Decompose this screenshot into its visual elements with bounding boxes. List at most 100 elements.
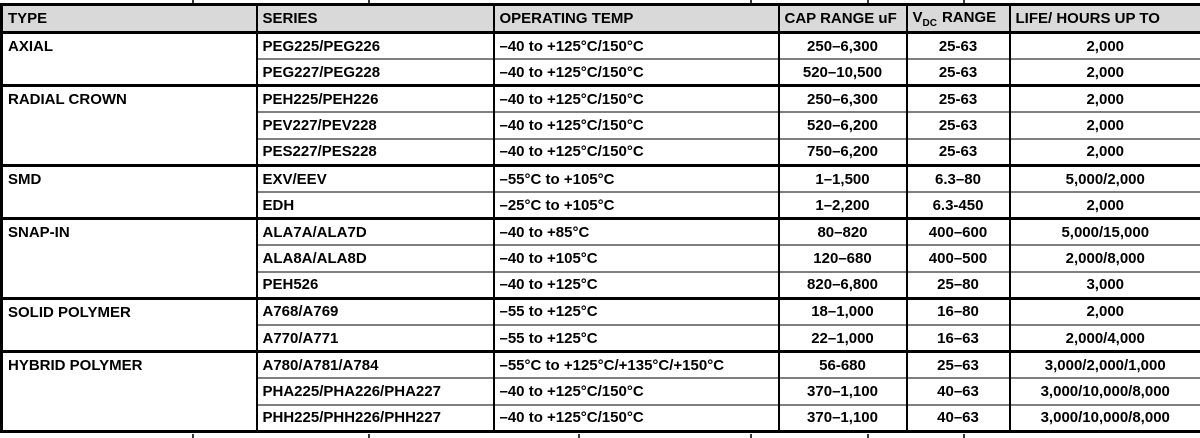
series-cell: PES227/PES228 (255, 137, 494, 166)
cap-cell: 22–1,000 (777, 324, 907, 352)
vdc-range-word: RANGE (941, 8, 997, 26)
table-row: SNAP-IN ALA7A/ALA7D –40 to +85°C 80–820 … (0, 217, 1200, 299)
life-cell: 3,000/2,000/1,000 (1008, 350, 1200, 379)
header-row: TYPE SERIES OPERATING TEMP CAP RANGE uF … (0, 3, 1200, 34)
vdc-subscript: DC (922, 17, 937, 29)
vdc-cell: 6.3-450 (905, 191, 1010, 219)
vdc-cell: 16–63 (905, 324, 1010, 352)
table-row: EDH –25°C to +105°C 1–2,200 6.3-450 2,00… (2, 191, 1200, 219)
crop-artifact-line (368, 434, 370, 438)
type-cell: HYBRID POLYMER (0, 350, 257, 432)
life-cell: 3,000/10,000/8,000 (1008, 377, 1200, 405)
life-cell: 2,000/8,000 (1008, 244, 1200, 272)
cap-cell: 370–1,100 (777, 403, 907, 432)
series-cell: EXV/EEV (255, 163, 494, 193)
crop-artifact-line (368, 0, 370, 4)
temp-cell: –40 to +105°C (492, 244, 779, 272)
crop-artifact-line (963, 434, 965, 438)
series-cell: PEH225/PEH226 (255, 84, 494, 113)
vdc-cell: 16–80 (905, 296, 1010, 326)
temp-cell: –40 to +125°C/150°C (492, 84, 779, 113)
temp-cell: –55°C to +125°C/+135°C/+150°C (492, 350, 779, 379)
table-row: AXIAL PEG225/PEG226 –40 to +125°C/150°C … (0, 30, 1200, 86)
table-row: PEG227/PEG228 –40 to +125°C/150°C 520–10… (2, 58, 1200, 86)
series-cell: PEG227/PEG228 (255, 58, 494, 86)
cap-cell: 370–1,100 (777, 377, 907, 405)
vdc-cell: 25-63 (905, 84, 1010, 113)
life-cell: 2,000 (1008, 111, 1200, 139)
crop-artifact-line (867, 0, 869, 4)
cap-cell: 80–820 (777, 217, 907, 246)
life-cell: 5,000/15,000 (1008, 217, 1200, 246)
cap-cell: 120–680 (777, 244, 907, 272)
life-cell: 3,000 (1008, 270, 1200, 299)
life-cell: 3,000/10,000/8,000 (1008, 403, 1200, 432)
table-row: HYBRID POLYMER A780/A781/A784 –55°C to +… (0, 350, 1200, 432)
series-cell: A770/A771 (255, 324, 494, 352)
life-cell: 2,000/4,000 (1008, 324, 1200, 352)
table-row: A770/A771 –55 to +125°C 22–1,000 16–63 2… (2, 324, 1200, 352)
life-cell: 2,000 (1008, 84, 1200, 113)
series-cell: PHH225/PHH226/PHH227 (255, 403, 494, 432)
series-cell: A768/A769 (255, 296, 494, 326)
life-cell: 2,000 (1008, 31, 1200, 60)
series-cell: ALA8A/ALA8D (255, 244, 494, 272)
table-row: PES227/PES228 –40 to +125°C/150°C 750–6,… (2, 137, 1200, 166)
temp-cell: –40 to +125°C/150°C (492, 403, 779, 432)
vdc-cell: 400–500 (905, 244, 1010, 272)
cap-cell: 250–6,300 (777, 31, 907, 60)
series-cell: ALA7A/ALA7D (255, 217, 494, 246)
temp-cell: –40 to +125°C/150°C (492, 377, 779, 405)
crop-artifact-line (578, 434, 580, 438)
series-cell: PEH526 (255, 270, 494, 299)
type-cell: SNAP-IN (0, 217, 257, 299)
vdc-cell: 25-63 (905, 111, 1010, 139)
series-cell: A780/A781/A784 (255, 350, 494, 379)
cap-cell: 1–1,500 (777, 163, 907, 193)
series-cell: PEV227/PEV228 (255, 111, 494, 139)
type-cell: SOLID POLYMER (0, 296, 257, 352)
table-row: SOLID POLYMER A768/A769 –55 to +125°C 18… (0, 296, 1200, 352)
col-header-operating-temp: OPERATING TEMP (492, 3, 779, 34)
crop-artifact-line (750, 0, 752, 4)
vdc-cell: 40–63 (905, 403, 1010, 432)
table-row: SMD EXV/EEV –55°C to +105°C 1–1,500 6.3–… (0, 163, 1200, 219)
temp-cell: –55 to +125°C (492, 296, 779, 326)
temp-cell: –40 to +125°C/150°C (492, 111, 779, 139)
cap-cell: 520–10,500 (777, 58, 907, 86)
temp-cell: –40 to +125°C/150°C (492, 137, 779, 166)
crop-artifact-line (750, 434, 752, 438)
vdc-symbol: V (912, 8, 923, 26)
temp-cell: –55 to +125°C (492, 324, 779, 352)
table-row: PEH526 –40 to +125°C 820–6,800 25–80 3,0… (2, 270, 1200, 299)
type-cell: SMD (0, 163, 257, 219)
life-cell: 2,000 (1008, 137, 1200, 166)
crop-artifact-line (192, 434, 194, 438)
series-cell: PEG225/PEG226 (255, 31, 494, 60)
col-header-life: LIFE/ HOURS UP TO (1008, 3, 1200, 34)
table-row: PHA225/PHA226/PHA227 –40 to +125°C/150°C… (2, 377, 1200, 405)
vdc-cell: 6.3–80 (905, 163, 1010, 193)
temp-cell: –40 to +125°C/150°C (492, 31, 779, 60)
vdc-cell: 25-63 (905, 58, 1010, 86)
crop-artifact-line (867, 434, 869, 438)
vdc-cell: 25–63 (905, 350, 1010, 379)
cap-cell: 750–6,200 (777, 137, 907, 166)
col-header-type: TYPE (0, 3, 257, 34)
table-row: PEV227/PEV228 –40 to +125°C/150°C 520–6,… (2, 111, 1200, 139)
col-header-series: SERIES (255, 3, 494, 34)
temp-cell: –25°C to +105°C (492, 191, 779, 219)
cap-cell: 820–6,800 (777, 270, 907, 299)
col-header-vdc-range: VDC RANGE (905, 3, 1010, 34)
crop-artifact-line (192, 0, 194, 4)
crop-artifact-line (963, 0, 965, 4)
vdc-cell: 25–80 (905, 270, 1010, 299)
series-cell: EDH (255, 191, 494, 219)
temp-cell: –40 to +125°C (492, 270, 779, 299)
life-cell: 2,000 (1008, 58, 1200, 86)
life-cell: 5,000/2,000 (1008, 163, 1200, 193)
temp-cell: –40 to +125°C/150°C (492, 58, 779, 86)
table-row: RADIAL CROWN PEH225/PEH226 –40 to +125°C… (0, 84, 1200, 166)
cap-cell: 250–6,300 (777, 84, 907, 113)
col-header-cap-range: CAP RANGE uF (777, 3, 907, 34)
